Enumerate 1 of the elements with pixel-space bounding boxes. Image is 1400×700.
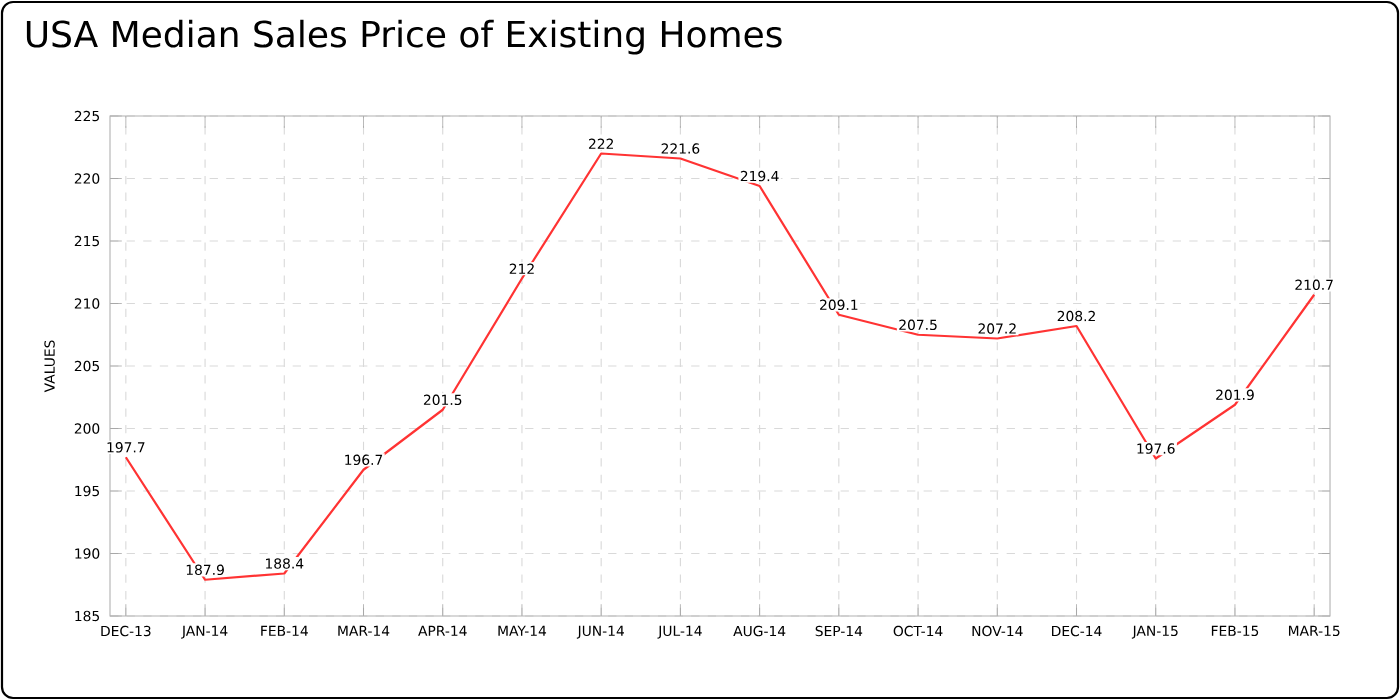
chart-title: USA Median Sales Price of Existing Homes [26,19,782,55]
